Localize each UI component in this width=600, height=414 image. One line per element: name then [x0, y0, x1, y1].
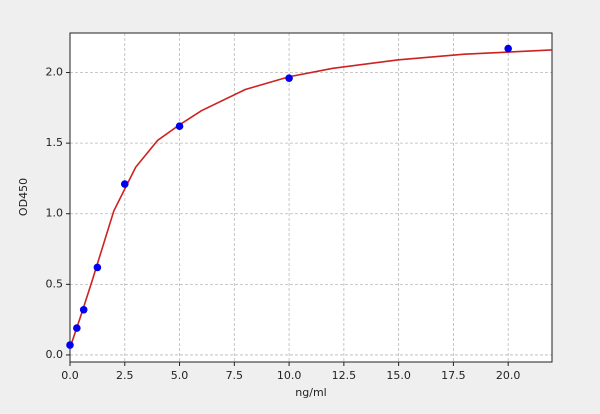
- data-point: [504, 44, 512, 53]
- data-point: [285, 74, 293, 82]
- x-tick-label: 12.5: [332, 369, 357, 382]
- data-point: [79, 305, 88, 314]
- data-point: [73, 324, 81, 332]
- data-point: [66, 341, 74, 349]
- x-tick-label: 10.0: [277, 369, 302, 382]
- y-tick-label: 1.0: [46, 207, 64, 220]
- data-point: [175, 122, 184, 130]
- y-tick-label: 0.5: [46, 277, 64, 290]
- data-point: [93, 263, 102, 272]
- y-tick-label: 1.5: [46, 136, 64, 149]
- x-axis-label: ng/ml: [295, 386, 326, 399]
- y-tick-label: 2.0: [46, 66, 64, 79]
- x-tick-label: 20.0: [496, 369, 521, 382]
- y-axis-label: OD450: [17, 178, 30, 216]
- x-tick-label: 7.5: [226, 369, 244, 382]
- x-tick-label: 15.0: [386, 369, 411, 382]
- x-tick-label: 5.0: [171, 369, 189, 382]
- y-tick-label: 0.0: [46, 348, 64, 361]
- x-tick-label: 17.5: [441, 369, 466, 382]
- plot-area: [70, 33, 552, 362]
- x-tick-label: 0.0: [61, 369, 79, 382]
- data-point: [120, 180, 129, 188]
- x-tick-label: 2.5: [116, 369, 134, 382]
- plot-frame: [69, 32, 553, 363]
